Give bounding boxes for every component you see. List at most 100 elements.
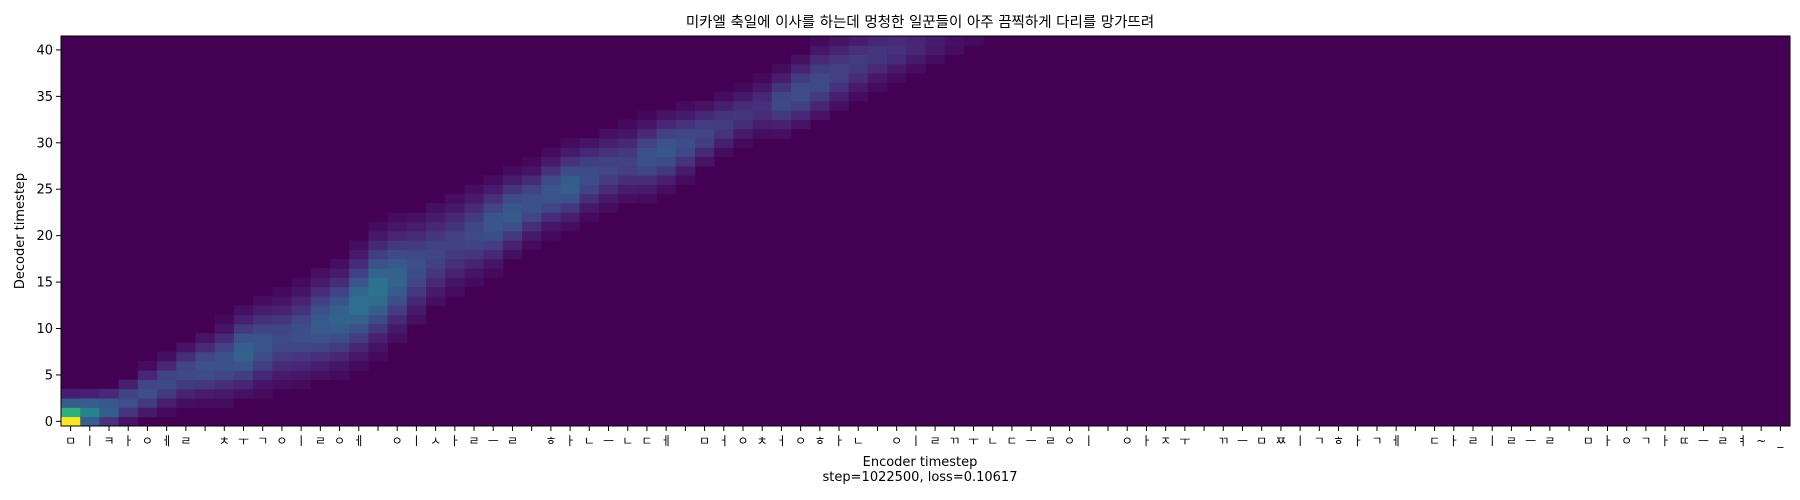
x-tick-label: ㅔ bbox=[1391, 434, 1402, 448]
heatmap-cell bbox=[541, 184, 561, 195]
heatmap-cell bbox=[483, 184, 504, 195]
heatmap-cell bbox=[445, 249, 465, 260]
heatmap-cell bbox=[214, 388, 235, 399]
heatmap-cell bbox=[426, 286, 446, 297]
x-tick-label: ㄹ bbox=[469, 434, 480, 448]
x-tick-label: ㅇ bbox=[392, 434, 403, 448]
heatmap-cell bbox=[829, 54, 850, 65]
heatmap-cell bbox=[675, 128, 696, 139]
x-tick-label: ㄷ bbox=[641, 434, 652, 448]
heatmap-cell bbox=[598, 175, 619, 185]
x-tick-label: ㅁ bbox=[699, 434, 710, 448]
heatmap-cell bbox=[464, 240, 485, 250]
heatmap-cell bbox=[291, 351, 312, 362]
x-tick-label: ㅇ bbox=[1621, 434, 1632, 448]
heatmap-cell bbox=[579, 212, 600, 223]
heatmap-cell bbox=[272, 305, 292, 315]
heatmap-cell bbox=[502, 166, 523, 176]
heatmap-cell bbox=[560, 138, 581, 148]
heatmap-cell bbox=[637, 119, 657, 130]
heatmap-cell bbox=[733, 110, 753, 120]
x-tick-label: ㅁ bbox=[1256, 434, 1267, 448]
heatmap-cell bbox=[368, 268, 388, 278]
heatmap-cell bbox=[368, 342, 388, 353]
heatmap-cell bbox=[579, 203, 600, 213]
heatmap-cell bbox=[598, 203, 619, 213]
heatmap-cell bbox=[675, 175, 696, 185]
heatmap-cell bbox=[349, 323, 369, 334]
heatmap-cell bbox=[464, 258, 485, 269]
y-tick-label: 40 bbox=[36, 43, 53, 58]
heatmap-cell bbox=[867, 54, 888, 65]
x-tick-label: ㄱ bbox=[257, 434, 268, 448]
heatmap-cell bbox=[387, 286, 408, 297]
heatmap-cell bbox=[560, 156, 581, 167]
heatmap-cell bbox=[253, 333, 273, 343]
heatmap-cell bbox=[368, 314, 388, 325]
x-tick-label: ㄱ bbox=[1640, 434, 1651, 448]
heatmap-cell bbox=[829, 45, 850, 55]
heatmap-cell bbox=[752, 119, 773, 130]
heatmap-cell bbox=[445, 286, 465, 297]
heatmap-cell bbox=[483, 268, 504, 278]
heatmap-cell bbox=[694, 101, 715, 111]
x-tick-label: ㄹ bbox=[930, 434, 941, 448]
heatmap-cell bbox=[349, 314, 369, 325]
heatmap-cell bbox=[887, 36, 907, 46]
x-tick-label: ㅏ bbox=[123, 434, 134, 448]
heatmap-cell bbox=[406, 314, 427, 325]
heatmap-cell bbox=[906, 45, 926, 55]
heatmap-cell bbox=[483, 221, 504, 232]
heatmap-cell bbox=[598, 166, 619, 176]
heatmap-cell bbox=[349, 351, 369, 362]
heatmap-cell bbox=[426, 277, 446, 288]
heatmap-cell bbox=[253, 379, 273, 390]
heatmap-cell bbox=[848, 54, 869, 65]
chart-title: 미카엘 축일에 이사를 하는데 멍청한 일꾼들이 아주 끔찍하게 다리를 망가뜨… bbox=[686, 14, 1154, 31]
x-tick-label: ㄴ bbox=[584, 434, 595, 448]
heatmap-cell bbox=[714, 91, 734, 102]
heatmap-cell bbox=[483, 240, 504, 250]
heatmap-cell bbox=[387, 305, 408, 315]
heatmap-cell bbox=[310, 268, 331, 278]
heatmap-cell bbox=[810, 82, 830, 93]
heatmap-cell bbox=[829, 82, 850, 93]
heatmap-cell bbox=[426, 268, 446, 278]
heatmap-cell bbox=[137, 379, 158, 390]
heatmap-cell bbox=[253, 342, 273, 353]
heatmap-cell bbox=[598, 138, 619, 148]
heatmap-cell bbox=[291, 296, 312, 306]
heatmap-cell bbox=[272, 286, 292, 297]
heatmap-cell bbox=[675, 101, 696, 111]
heatmap-cell bbox=[560, 221, 581, 232]
heatmap-cell bbox=[349, 249, 369, 260]
heatmap-cell bbox=[810, 91, 830, 102]
heatmap-cell bbox=[637, 147, 657, 158]
heatmap-cell bbox=[675, 156, 696, 167]
y-axis-label: Decoder timestep bbox=[13, 173, 28, 289]
heatmap-cell bbox=[329, 351, 350, 362]
heatmap-cell bbox=[195, 333, 216, 343]
heatmap-cell bbox=[483, 231, 504, 241]
heatmap-cell bbox=[618, 166, 638, 176]
heatmap-cell bbox=[272, 379, 292, 390]
heatmap-cell bbox=[656, 184, 677, 195]
heatmap-cell bbox=[233, 388, 254, 399]
heatmap-cell bbox=[771, 91, 792, 102]
heatmap-cell bbox=[848, 73, 869, 83]
heatmap-cell bbox=[368, 351, 388, 362]
x-tick-label: ㄷ bbox=[1429, 434, 1440, 448]
x-tick-label: ㄹ bbox=[507, 434, 518, 448]
heatmap-cell bbox=[291, 305, 312, 315]
heatmap-cell bbox=[272, 361, 292, 371]
heatmap-cell bbox=[157, 398, 177, 408]
heatmap-cell bbox=[637, 128, 657, 139]
heatmap-cell bbox=[887, 73, 907, 83]
heatmap-cell bbox=[176, 351, 196, 362]
heatmap-cell bbox=[291, 342, 312, 353]
heatmap-cell bbox=[157, 388, 177, 399]
heatmap-cell bbox=[541, 231, 561, 241]
x-tick-label: ㅜ bbox=[238, 434, 249, 448]
y-tick-label: 10 bbox=[36, 322, 53, 337]
